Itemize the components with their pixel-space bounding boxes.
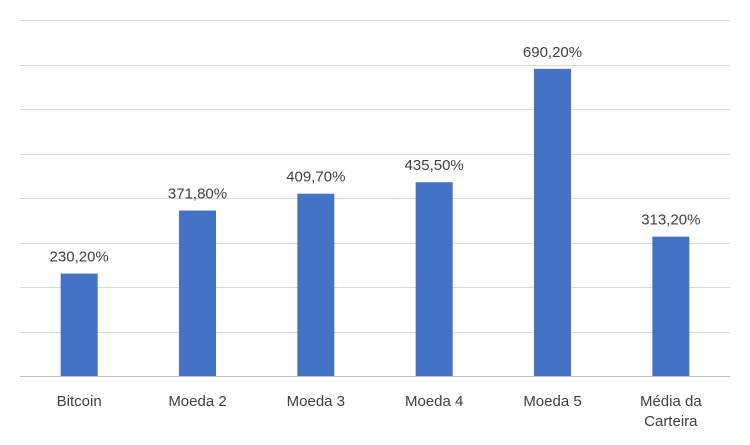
data-label: 690,20% — [523, 44, 582, 61]
category-label: Moeda 4 — [405, 393, 463, 410]
data-label: 435,50% — [405, 157, 464, 174]
category-label-line: Moeda 4 — [405, 393, 463, 410]
bar — [415, 182, 453, 376]
category-label-line: Moeda 3 — [287, 393, 345, 410]
gridlines — [20, 20, 730, 377]
bar — [652, 236, 690, 376]
bar — [297, 193, 335, 376]
category-label-line: Moeda 2 — [168, 393, 226, 410]
data-labels: 230,20% 371,80% 409,70% 435,50% 690,20% 313,2… — [50, 44, 701, 266]
bar — [60, 273, 98, 376]
category-label-line: Carteira — [644, 413, 698, 430]
category-label-line: Moeda 5 — [523, 393, 581, 410]
data-label: 230,20% — [50, 249, 109, 266]
category-label: Média da Carteira — [640, 393, 702, 430]
category-label-line: Média da — [640, 393, 702, 410]
category-label: Moeda 5 — [523, 393, 581, 410]
bar — [534, 68, 571, 377]
category-label: Moeda 3 — [287, 393, 345, 410]
category-axis-labels: Bitcoin Moeda 2 Moeda 3 Moeda 4 Moeda 5 Média… — [57, 393, 703, 430]
data-label: 313,20% — [641, 212, 700, 229]
data-label: 409,70% — [286, 169, 345, 186]
category-label: Moeda 2 — [168, 393, 226, 410]
data-label: 371,80% — [168, 186, 227, 203]
category-label: Bitcoin — [57, 393, 102, 410]
category-label-line: Bitcoin — [57, 393, 102, 410]
bars — [60, 68, 690, 377]
bar — [179, 210, 216, 376]
